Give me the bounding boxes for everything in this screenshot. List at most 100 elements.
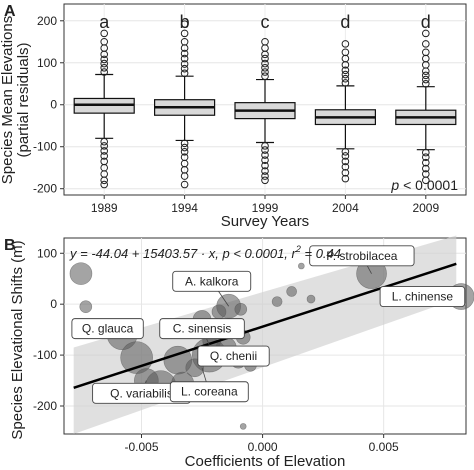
outlier-point	[180, 20, 189, 28]
outlier-point	[261, 146, 269, 154]
callout-label: A. kalkora	[185, 274, 239, 288]
outlier-point	[100, 142, 108, 150]
outlier-point	[180, 172, 189, 180]
significance-letter: d	[340, 12, 350, 32]
panel-a-y-axis-title-line1: Species Mean Elevations	[0, 16, 16, 184]
outlier-point	[261, 161, 269, 170]
panel-b-x-tick-label: 0.005	[369, 440, 399, 454]
outlier-point	[341, 66, 350, 75]
callout: A. kalkora	[172, 270, 252, 307]
callout-box	[169, 381, 249, 403]
outlier-point	[422, 29, 430, 38]
data-point	[286, 286, 297, 297]
data-point	[271, 296, 283, 307]
panel-b-y-tick-label: -200	[33, 399, 57, 413]
p-value-text: < 0.0001	[399, 177, 458, 193]
outlier-point	[100, 152, 108, 160]
panel-b-x-axis-title: Coefficients of Elevation	[185, 453, 346, 470]
outlier-point	[341, 70, 350, 79]
outlier-point	[180, 143, 189, 152]
outlier-point	[261, 59, 269, 68]
panel-a-x-tick-label: 1999	[252, 201, 279, 215]
box-1989	[73, 29, 135, 189]
panel-a-x-tick-label: 1994	[171, 201, 198, 215]
outlier-point	[422, 176, 430, 185]
outlier-point	[341, 79, 350, 87]
callout-label: Q. variabilis	[110, 386, 173, 400]
outlier-point	[180, 60, 189, 68]
outlier-point	[422, 75, 430, 84]
panel-a-y-tick-label: 100	[37, 56, 57, 70]
panel-b-y-axis-title: Species Elevational Shifts (m)	[9, 240, 26, 439]
outlier-point	[341, 168, 350, 177]
outlier-point	[341, 74, 350, 83]
panel-a-y-tick-label: 200	[37, 14, 57, 28]
panel-b-x-ticks: -0.005 0.000 0.005	[124, 434, 399, 454]
box-1999	[234, 37, 296, 185]
panel-b-y-tick-label: 100	[37, 246, 57, 260]
outlier-point	[261, 176, 269, 185]
outlier-point	[341, 40, 350, 48]
outlier-point	[100, 176, 108, 185]
outlier-point	[180, 49, 189, 58]
outlier-point	[100, 55, 108, 64]
outlier-point	[261, 167, 269, 175]
data-point	[234, 302, 248, 316]
panel-a-x-ticks: 1989 1994 1999 2004 2009	[91, 195, 439, 215]
panel-a-label: A	[4, 3, 16, 20]
panel-a-x-tick-label: 1989	[91, 201, 118, 215]
callout-label: L. chinense	[392, 290, 454, 304]
panel-b-regression-line	[73, 262, 457, 389]
callout: C. sinensis	[159, 318, 245, 346]
significance-letter: b	[180, 12, 190, 32]
panel-b-y-ticks: -200 -100 0 100	[33, 246, 64, 413]
p-symbol: p	[390, 177, 399, 193]
panel-b-x-tick-label: 0.000	[248, 440, 278, 454]
callout-label: Q. glauca	[82, 322, 134, 336]
panel-b-x-tick-label: -0.005	[124, 440, 158, 454]
panel-a-y-tick-label: -200	[33, 182, 57, 196]
outlier-point	[261, 151, 269, 159]
callout-box	[172, 270, 252, 292]
callout: Q. glauca	[71, 318, 144, 340]
outlier-point	[261, 37, 269, 46]
outlier-point	[100, 137, 108, 146]
panel-a-x-axis-title: Survey Years	[221, 213, 309, 230]
panel-a-y-axis-title-line2: (partial residuals)	[15, 42, 32, 157]
outlier-point	[180, 139, 189, 148]
regression-equation: y = -44.04 + 15403.57 · x, p < 0.0001, r…	[69, 244, 341, 261]
outlier-point	[100, 68, 108, 76]
outlier-point	[100, 29, 108, 38]
regression-equation-tail: = 0.44	[301, 246, 341, 261]
panel-b-frame	[63, 237, 467, 435]
outlier-point	[341, 152, 350, 160]
callout-label: C. sinensis	[173, 322, 232, 336]
callout-box	[159, 318, 245, 340]
regression-line	[73, 262, 457, 389]
outlier-point	[100, 64, 108, 72]
panel-b-y-tick-label: -100	[33, 348, 57, 362]
callout: P. strobilacea	[309, 245, 415, 274]
callout-box	[379, 286, 466, 307]
data-point	[69, 262, 93, 285]
box-2009	[395, 29, 457, 185]
callout-box	[71, 318, 144, 340]
panel-b-callouts: A. kalkora P. strobilacea Q. glauca C. sine…	[71, 245, 466, 404]
significance-letter: c	[261, 12, 270, 32]
outlier-point	[261, 64, 269, 72]
outlier-point	[180, 54, 189, 63]
box-1994	[154, 20, 216, 189]
outlier-point	[422, 164, 430, 173]
panel-a-y-tick-label: -100	[33, 140, 57, 154]
outlier-point	[100, 147, 108, 155]
callout-label: P. strobilacea	[326, 249, 397, 263]
outlier-point	[422, 153, 430, 162]
outlier-point	[261, 54, 269, 63]
data-point	[79, 300, 93, 314]
data-point	[298, 262, 305, 270]
panel-a-x-tick-label: 2004	[332, 201, 359, 215]
outlier-point	[261, 172, 269, 180]
outlier-point	[422, 48, 430, 57]
